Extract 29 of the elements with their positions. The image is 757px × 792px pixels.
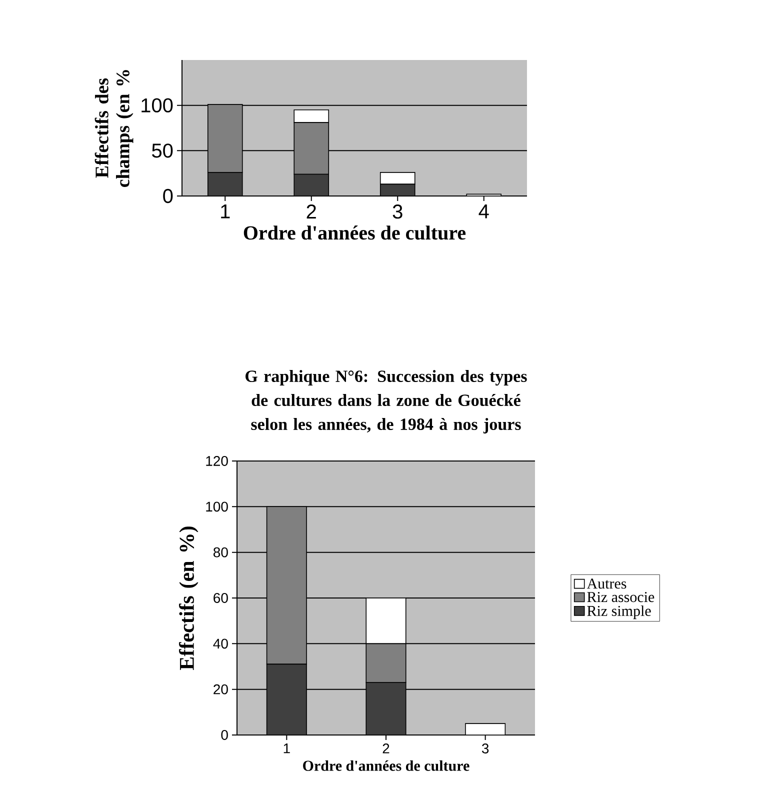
- y-tick-label: 100: [142, 98, 173, 112]
- x-tick-label: 4: [478, 204, 489, 218]
- y-tick-label: 0: [221, 730, 228, 740]
- x-axis-title: Ordre d'années de culture: [303, 760, 470, 771]
- y-tick-label: 40: [213, 638, 228, 649]
- y-tick-label: 80: [214, 547, 228, 558]
- x-tick-label: 3: [392, 204, 402, 219]
- x-axis-title: Ordre d'années de culture: [244, 226, 466, 240]
- bar: [207, 172, 243, 196]
- y-tick-label: 60: [214, 593, 228, 603]
- x-tick-label: 1: [284, 744, 290, 754]
- x-tick-label: 3: [482, 744, 489, 754]
- legend-label: Riz associe: [587, 592, 654, 602]
- x-tick-label: 1: [221, 204, 230, 218]
- legend-label: Riz simple: [587, 605, 651, 620]
- y-tick-label: 100: [206, 502, 228, 512]
- y-axis-title: Effectifs des champs (en %: [94, 70, 134, 187]
- y-tick-label: 120: [206, 456, 228, 466]
- chart-title: G raphique N°6: Succession des types de cultures dans la zone de Gouécké selon les années, de 1984 à nos jours: [246, 370, 527, 434]
- y-tick-label: 0: [163, 188, 173, 204]
- bar: [294, 174, 330, 196]
- y-tick-label: 50: [152, 144, 173, 158]
- bar: [380, 172, 416, 185]
- y-axis-title: Effectifs (en %): [178, 526, 198, 670]
- x-tick-label: 2: [382, 744, 390, 754]
- y-tick-label: 20: [214, 684, 228, 694]
- x-tick-label: 2: [306, 204, 316, 218]
- bar: [380, 184, 416, 196]
- legend-label: Autres: [586, 578, 626, 589]
